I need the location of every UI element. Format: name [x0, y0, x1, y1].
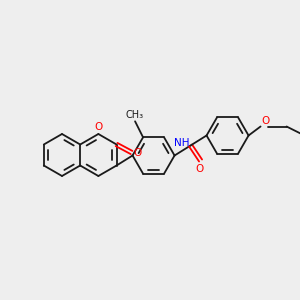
Text: O: O [195, 164, 204, 173]
Text: NH: NH [174, 137, 189, 148]
Text: O: O [94, 122, 103, 133]
Text: CH₃: CH₃ [126, 110, 144, 120]
Text: O: O [261, 116, 269, 126]
Text: O: O [134, 148, 142, 158]
